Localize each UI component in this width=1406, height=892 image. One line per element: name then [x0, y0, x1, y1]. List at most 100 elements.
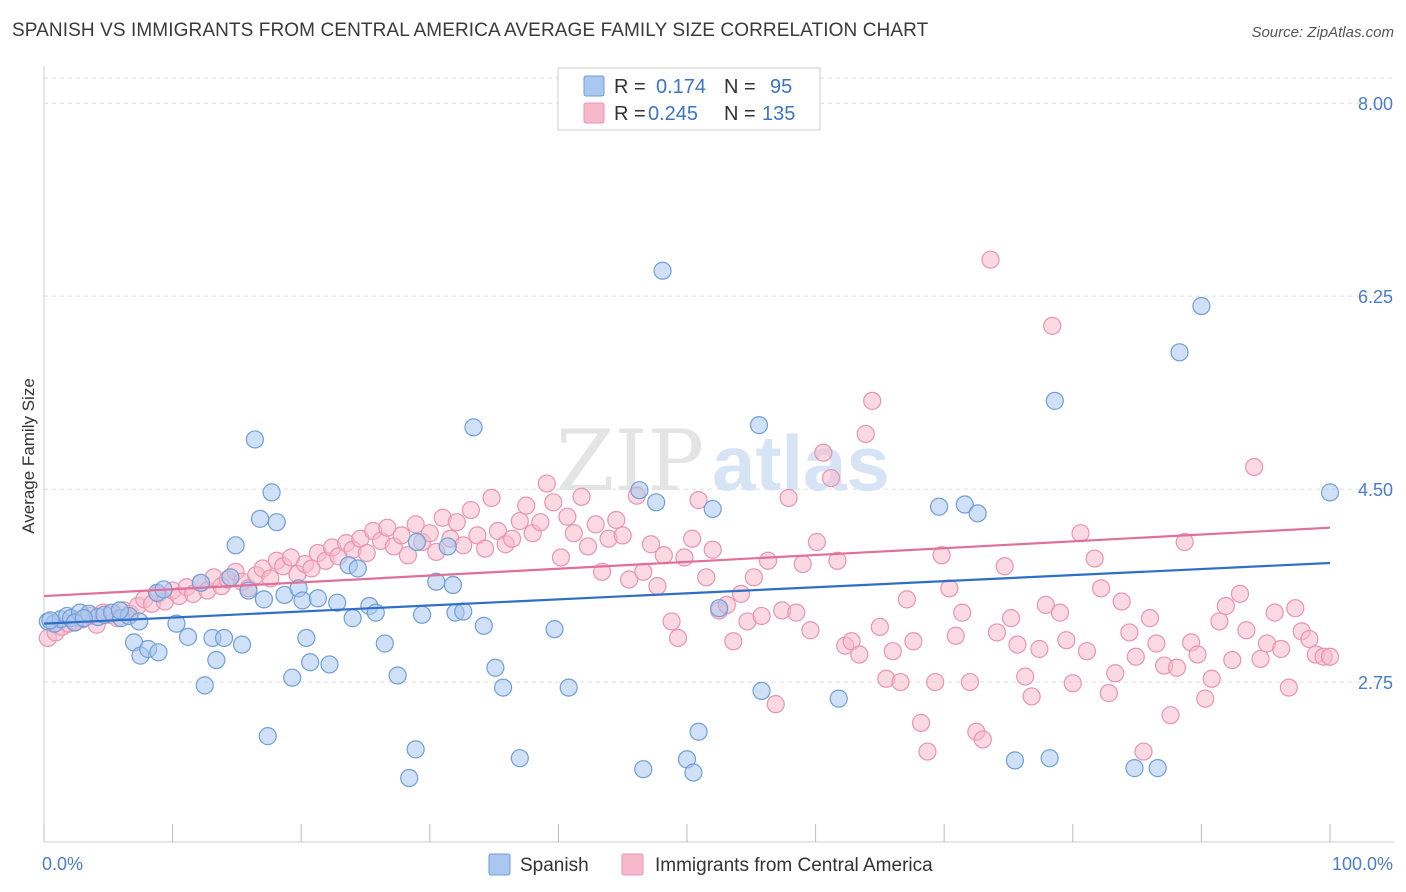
point-points-cam-51 [392, 526, 411, 545]
point-points-cam-113 [821, 468, 841, 488]
point-points-cam-84 [620, 570, 639, 589]
point-points-cam-148 [1063, 674, 1082, 693]
point-points-spanish-39 [301, 653, 320, 672]
point-points-cam-132 [953, 603, 972, 622]
point-points-spanish-52 [407, 532, 427, 552]
point-points-cam-164 [1175, 532, 1194, 552]
point-points-cam-126 [911, 713, 931, 732]
point-points-spanish-75 [752, 681, 771, 701]
point-points-cam-173 [1237, 621, 1256, 640]
point-points-cam-95 [697, 568, 716, 587]
point-points-cam-102 [744, 568, 763, 587]
point-points-spanish-73 [703, 499, 722, 519]
point-points-cam-135 [973, 730, 992, 749]
point-points-cam-160 [1147, 634, 1166, 653]
y-axis-label: Average Family Size [19, 378, 38, 534]
point-points-spanish-19 [178, 627, 198, 646]
point-points-spanish-74 [710, 599, 729, 618]
point-points-cam-60 [454, 536, 473, 555]
point-points-spanish-26 [226, 536, 245, 555]
point-points-spanish-91 [74, 609, 93, 628]
point-points-cam-90 [662, 612, 681, 631]
point-points-cam-171 [1223, 650, 1242, 670]
point-points-spanish-68 [647, 493, 666, 512]
point-points-cam-162 [1161, 706, 1180, 725]
series-spanish-points [38, 261, 1340, 788]
point-points-spanish-49 [388, 666, 407, 685]
point-points-cam-79 [586, 515, 605, 534]
point-points-spanish-33 [262, 483, 281, 502]
point-points-cam-155 [1112, 592, 1131, 611]
point-points-spanish-42 [320, 655, 339, 674]
point-points-spanish-18 [167, 614, 186, 633]
y-tick-label-1: 4.50 [1358, 480, 1393, 500]
point-points-cam-119 [863, 391, 882, 410]
legend-n-value-1: 95 [770, 76, 792, 98]
point-points-spanish-83 [1045, 391, 1064, 410]
point-points-cam-118 [856, 424, 875, 444]
point-points-cam-59 [447, 513, 466, 532]
point-points-cam-175 [1251, 649, 1270, 669]
point-points-cam-107 [779, 488, 798, 508]
point-points-spanish-48 [375, 634, 394, 653]
point-points-cam-117 [850, 645, 869, 664]
y-tick-label-2: 6.25 [1358, 287, 1393, 307]
legend-r-label-2: R = [614, 103, 646, 125]
point-points-cam-150 [1077, 642, 1097, 661]
point-points-cam-185 [1320, 647, 1340, 666]
point-points-spanish-32 [258, 727, 277, 746]
point-points-cam-120 [870, 617, 890, 637]
point-points-spanish-36 [283, 668, 302, 687]
point-points-cam-170 [1216, 596, 1235, 616]
point-points-spanish-56 [443, 575, 463, 595]
point-points-cam-104 [758, 551, 778, 570]
chart-source: Source: ZipAtlas.com [1251, 24, 1394, 41]
point-points-cam-177 [1265, 603, 1284, 622]
point-points-cam-110 [801, 621, 820, 640]
point-points-spanish-84 [1125, 759, 1144, 778]
point-points-cam-78 [578, 537, 598, 556]
point-points-spanish-72 [689, 722, 708, 741]
axes [43, 66, 1394, 843]
point-points-cam-32 [261, 569, 280, 588]
point-points-spanish-82 [1040, 749, 1059, 768]
point-points-cam-73 [544, 493, 563, 512]
legend-r-value-1: 0.174 [656, 76, 706, 98]
point-points-cam-139 [1001, 609, 1021, 628]
point-points-cam-182 [1300, 629, 1319, 649]
point-points-cam-38 [302, 559, 321, 578]
legend-n-value-2: 135 [762, 103, 795, 125]
y-tick-label-0: 2.75 [1358, 673, 1393, 693]
watermark: ZIP atlas [556, 412, 890, 510]
point-points-cam-89 [654, 546, 673, 565]
point-points-cam-141 [1016, 667, 1035, 686]
point-points-spanish-81 [1005, 751, 1025, 770]
point-points-cam-179 [1279, 678, 1298, 697]
point-points-cam-52 [398, 546, 418, 565]
point-points-spanish-24 [214, 628, 234, 648]
point-points-cam-72 [537, 474, 556, 493]
point-points-cam-156 [1120, 623, 1139, 642]
point-points-cam-124 [897, 590, 917, 609]
point-points-cam-152 [1091, 579, 1111, 598]
point-points-spanish-34 [267, 513, 286, 532]
point-points-spanish-61 [486, 658, 505, 677]
point-points-cam-159 [1140, 609, 1160, 628]
point-points-cam-144 [1036, 595, 1055, 614]
point-points-cam-142 [1022, 687, 1041, 706]
point-points-cam-123 [891, 672, 910, 692]
point-points-cam-55 [420, 524, 439, 543]
point-points-cam-75 [558, 507, 577, 526]
point-points-spanish-69 [653, 261, 672, 280]
y-tick-labels: 2.75 4.50 6.25 8.00 [1358, 94, 1393, 693]
point-points-cam-96 [703, 540, 722, 559]
point-points-spanish-89 [41, 611, 60, 630]
point-points-cam-163 [1167, 658, 1187, 677]
point-points-cam-74 [551, 548, 571, 567]
point-points-spanish-59 [464, 418, 483, 437]
bottom-legend-label-cam: Immigrants from Central America [655, 855, 933, 876]
point-points-cam-149 [1071, 524, 1090, 543]
point-points-cam-153 [1099, 684, 1118, 703]
point-points-spanish-23 [207, 650, 226, 670]
